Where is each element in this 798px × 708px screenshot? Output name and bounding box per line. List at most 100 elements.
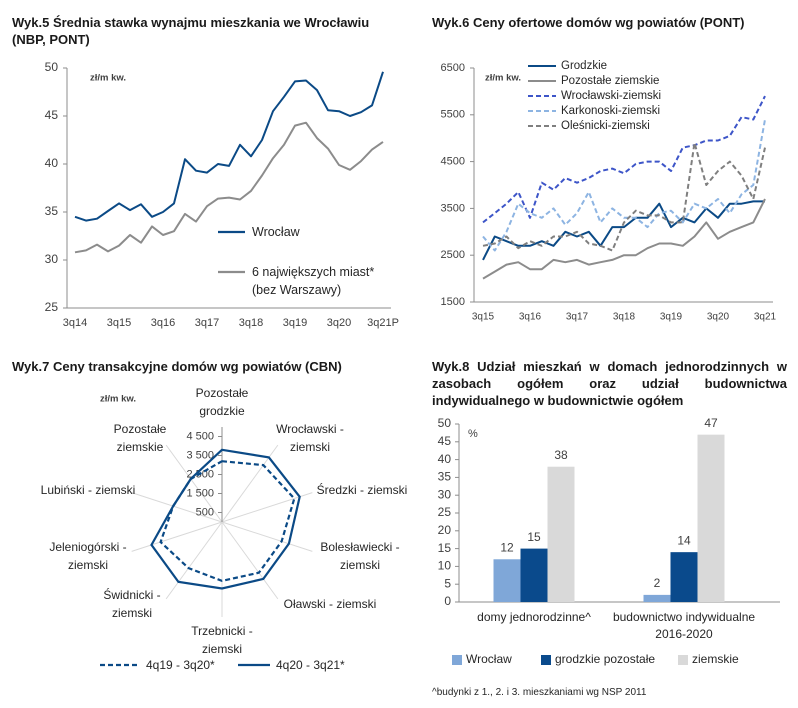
series-line: [74, 121, 384, 254]
y-tick-label: 30: [45, 252, 59, 266]
legend-label: ziemskie: [692, 652, 739, 666]
unit-label: zł/m kw.: [100, 394, 136, 405]
value-label: 38: [554, 448, 568, 462]
category-label: Lubiński - ziemski: [40, 483, 136, 497]
y-tick-label: 35: [45, 204, 59, 218]
y-tick-label: 0: [444, 594, 451, 608]
category-label: Trzebnicki - ziemski: [191, 624, 253, 656]
legend-label: 4q20 - 3q21*: [276, 658, 345, 672]
bar: [493, 559, 521, 602]
category-label: Wrocławski - ziemski: [276, 422, 344, 454]
y-tick-label: 5500: [441, 109, 465, 121]
value-label: 14: [677, 533, 691, 547]
spoke: [221, 521, 313, 552]
y-tick-label: 40: [45, 156, 59, 170]
x-tick-label: 3q20: [707, 312, 730, 323]
y-tick-label: 40: [438, 452, 452, 466]
y-tick-label: 30: [438, 487, 452, 501]
y-tick-label: 2500: [441, 249, 465, 261]
value-label: 2: [654, 576, 661, 590]
legend-label: Karkonoski-ziemski: [561, 105, 661, 117]
legend-label: Grodzkie: [561, 60, 608, 72]
r-tick-label: 500: [196, 506, 214, 518]
legend-label: Wrocław: [252, 225, 300, 239]
x-tick-label: 3q21: [754, 312, 777, 323]
y-tick-label: 4500: [441, 156, 465, 168]
unit-label: zł/m kw.: [90, 73, 126, 84]
category-label: Średzki - ziemski: [316, 483, 408, 497]
y-tick-label: 50: [45, 60, 59, 74]
spoke: [131, 521, 223, 552]
r-tick-label: 4 500: [186, 430, 214, 442]
y-tick-label: 35: [438, 470, 452, 484]
y-tick-label: 1500: [441, 296, 465, 308]
y-tick-label: 25: [438, 505, 452, 519]
legend-swatch: [541, 655, 551, 665]
x-tick-label: 3q16: [151, 317, 175, 329]
legend-label: Wrocław: [466, 652, 512, 666]
value-label: 12: [500, 540, 514, 554]
category-label: Pozostałe ziemskie: [113, 422, 167, 454]
x-tick-label: 3q15: [107, 317, 131, 329]
y-tick-label: 15: [438, 541, 452, 555]
bar: [547, 466, 575, 602]
y-tick-label: 45: [45, 108, 59, 122]
series-line: [482, 141, 766, 252]
footnote: ^budynki z 1., 2. i 3. mieszkaniami wg N…: [432, 687, 647, 698]
y-tick-label: 10: [438, 559, 452, 573]
unit-label: zł/m kw.: [485, 73, 521, 84]
category-label: Oławski - ziemski: [283, 597, 377, 611]
chart-title: Wyk.6 Ceny ofertowe domów wg powiatów (P…: [432, 15, 745, 30]
legend-label: grodzkie pozostałe: [555, 652, 656, 666]
y-tick-label: 3500: [441, 202, 465, 214]
category-label: Bolesławiecki - ziemski: [320, 540, 400, 572]
value-label: 47: [704, 416, 718, 430]
legend-label: Wrocławski-ziemski: [561, 90, 662, 102]
x-tick-label: 3q16: [519, 312, 542, 323]
y-tick-label: 45: [438, 434, 452, 448]
category-label: Świdnicki - ziemski: [103, 588, 161, 620]
radar-line: [150, 448, 301, 590]
bar: [697, 434, 725, 602]
spoke: [131, 492, 223, 523]
value-label: 15: [527, 530, 541, 544]
category-label: Jeleniogórski - ziemski: [49, 540, 127, 572]
x-tick-label: 3q19: [283, 317, 307, 329]
x-tick-label: 3q14: [63, 317, 87, 329]
legend-swatch: [678, 655, 688, 665]
category-label: Pozostałe grodzkie: [195, 386, 249, 418]
legend-label: Oleśnicki-ziemski: [561, 120, 650, 132]
legend-label: 6 największych miast* (bez Warszawy): [252, 265, 375, 297]
series-line: [482, 198, 766, 280]
y-tick-label: 20: [438, 523, 452, 537]
series-line: [482, 200, 765, 261]
spoke: [221, 521, 279, 600]
legend-swatch: [452, 655, 462, 665]
legend-label: 4q19 - 3q20*: [146, 658, 215, 672]
series-line: [74, 71, 384, 222]
x-tick-label: 3q18: [239, 317, 263, 329]
x-tick-label: 3q17: [566, 312, 589, 323]
y-tick-label: 50: [438, 416, 452, 430]
r-tick-label: 1 500: [186, 487, 214, 499]
x-tick-label: 3q18: [613, 312, 636, 323]
spoke: [221, 492, 313, 523]
y-tick-label: 25: [45, 300, 59, 314]
spoke: [165, 444, 223, 523]
x-tick-label: budownictwo indywidualne 2016-2020: [612, 610, 756, 641]
x-tick-label: 3q21P: [367, 317, 399, 329]
y-tick-label: 5: [444, 576, 451, 590]
y-tick-label: 6500: [441, 62, 465, 74]
bar: [643, 594, 671, 602]
legend-label: Pozostałe ziemskie: [561, 75, 660, 87]
x-tick-label: 3q19: [660, 312, 683, 323]
spoke: [165, 521, 223, 600]
bar: [670, 552, 698, 602]
bar: [520, 548, 548, 602]
series-line: [482, 119, 766, 252]
chart-title: Wyk.7 Ceny transakcyjne domów wg powiató…: [12, 359, 342, 374]
x-tick-label: 3q15: [472, 312, 495, 323]
series-line: [482, 95, 766, 224]
